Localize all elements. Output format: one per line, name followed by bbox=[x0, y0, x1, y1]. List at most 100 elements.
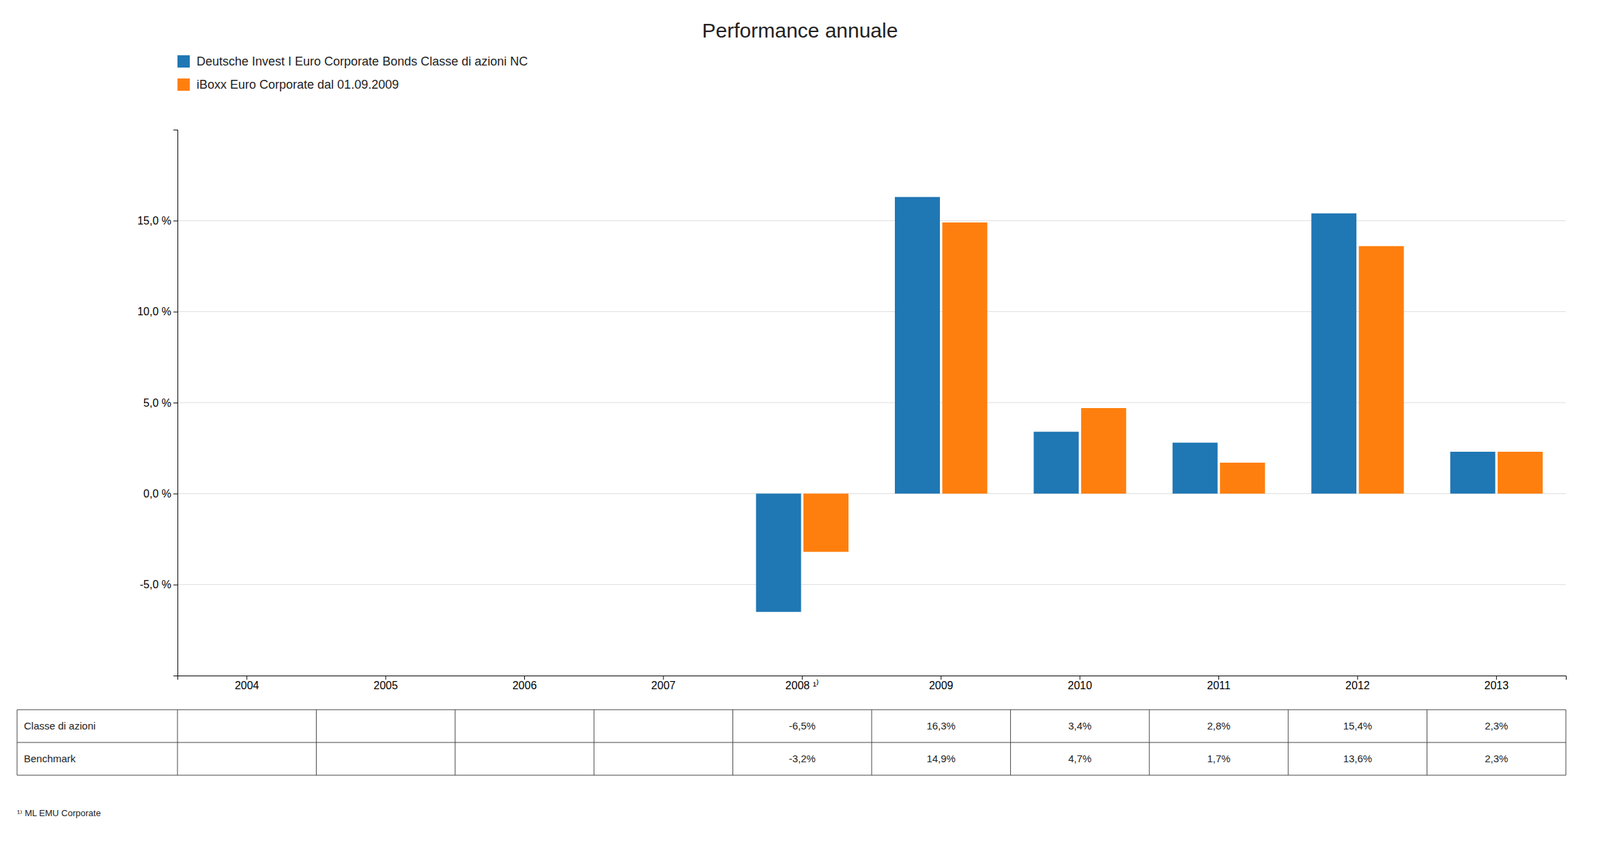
x-tick-label: 2009 bbox=[929, 679, 954, 692]
table-line bbox=[871, 709, 873, 776]
legend: Deutsche Invest I Euro Corporate Bonds C… bbox=[177, 54, 528, 92]
y-axis: -5,0 % 0,0 % 5,0 % 10,0 % 15,0 % bbox=[137, 130, 178, 677]
y-tick-mark bbox=[173, 493, 178, 495]
table-line bbox=[593, 709, 595, 776]
y-tick: -5,0 % bbox=[139, 578, 178, 591]
table-line bbox=[177, 709, 179, 776]
x-tick-label: 2010 bbox=[1067, 679, 1093, 692]
y-tick-label: -5,0 % bbox=[139, 578, 172, 591]
x-tick-mark bbox=[940, 675, 942, 680]
bar bbox=[894, 197, 940, 495]
legend-swatch bbox=[177, 78, 190, 91]
x-tick-label: 2013 bbox=[1484, 679, 1510, 692]
x-tick-label: 2004 bbox=[234, 679, 260, 692]
x-tick-mark bbox=[524, 675, 525, 680]
y-tick-mark bbox=[173, 402, 178, 404]
y-axis-line bbox=[173, 130, 179, 677]
plot: -5,0 % 0,0 % 5,0 % 10,0 % 15,0 % 2004 2005 2006… bbox=[17, 130, 1567, 777]
x-tick: 2008 ¹⁾ bbox=[785, 675, 820, 692]
x-tick-mark bbox=[1218, 675, 1220, 680]
x-tick: 2007 bbox=[651, 675, 676, 692]
table-cell: 2,3% bbox=[1484, 752, 1508, 765]
table-row-label: Classe di azioni bbox=[23, 720, 96, 732]
x-tick-label: 2012 bbox=[1345, 679, 1370, 692]
x-tick-label: 2007 bbox=[651, 679, 676, 692]
table-cell: 15,4% bbox=[1343, 720, 1373, 732]
x-tick: 2006 bbox=[512, 675, 538, 692]
y-tick-label: 0,0 % bbox=[143, 488, 172, 500]
table-cell: -3,2% bbox=[789, 752, 816, 765]
legend-item: iBoxx Euro Corporate dal 01.09.2009 bbox=[177, 77, 399, 92]
table-line bbox=[1426, 709, 1428, 776]
table-line bbox=[732, 709, 734, 776]
table-row-label: Benchmark bbox=[23, 752, 76, 765]
y-tick: 5,0 % bbox=[143, 397, 178, 409]
bar bbox=[941, 222, 988, 494]
table-cell: 16,3% bbox=[926, 720, 956, 732]
table-cell: -6,5% bbox=[789, 720, 816, 732]
grid bbox=[177, 220, 1566, 585]
x-tick: 2004 bbox=[234, 675, 260, 692]
legend-label: iBoxx Euro Corporate dal 01.09.2009 bbox=[196, 77, 399, 92]
x-tick-label: 2006 bbox=[512, 679, 538, 692]
table-line bbox=[17, 709, 1566, 711]
bar bbox=[1219, 462, 1265, 494]
x-tick-mark bbox=[1356, 675, 1358, 680]
legend-swatch bbox=[177, 55, 190, 68]
x-tick: 2012 bbox=[1345, 675, 1370, 692]
title: Performance annuale bbox=[702, 19, 899, 42]
table-cell: 2,8% bbox=[1206, 720, 1231, 732]
bar bbox=[1081, 408, 1127, 494]
x-tick-mark bbox=[1079, 675, 1081, 680]
table-line bbox=[316, 709, 317, 776]
x-tick: 2011 bbox=[1206, 675, 1231, 692]
series bbox=[803, 222, 1543, 553]
table-cell: 2,3% bbox=[1484, 720, 1508, 732]
legend-label: Deutsche Invest I Euro Corporate Bonds C… bbox=[196, 54, 528, 69]
bar bbox=[1359, 246, 1405, 495]
table-line bbox=[17, 775, 1566, 777]
grid-line bbox=[177, 584, 1566, 585]
x-tick-mark bbox=[1496, 675, 1497, 680]
x-tick-mark bbox=[662, 675, 664, 680]
table-line bbox=[1565, 709, 1567, 776]
x-axis-line bbox=[178, 676, 1567, 681]
y-tick: 10,0 % bbox=[137, 305, 178, 318]
table-line bbox=[1010, 709, 1011, 776]
y-tick-mark bbox=[173, 584, 178, 586]
y-tick: 0,0 % bbox=[143, 488, 178, 500]
bar bbox=[1497, 451, 1543, 494]
grid-line bbox=[177, 402, 1566, 404]
table-cell: 3,4% bbox=[1068, 720, 1092, 732]
bar bbox=[1311, 213, 1357, 495]
bar bbox=[1033, 432, 1079, 495]
x-tick-label: 2008 ¹⁾ bbox=[785, 679, 820, 692]
table-cell: 1,7% bbox=[1206, 752, 1231, 765]
y-tick-mark bbox=[173, 311, 178, 313]
chart: Performance annuale Deutsche Invest I Eur… bbox=[0, 0, 1600, 853]
y-tick: 15,0 % bbox=[137, 215, 178, 227]
bar bbox=[1450, 451, 1496, 494]
legend-item: Deutsche Invest I Euro Corporate Bonds C… bbox=[177, 54, 528, 69]
footnote: ¹⁾ ML EMU Corporate bbox=[17, 808, 102, 819]
bar bbox=[803, 493, 849, 552]
table-line bbox=[454, 709, 456, 776]
x-tick-mark bbox=[802, 675, 803, 680]
table-line bbox=[1288, 709, 1289, 776]
table-cell: 4,7% bbox=[1068, 752, 1092, 765]
x-tick: 2009 bbox=[929, 675, 954, 692]
x-tick-mark bbox=[385, 675, 387, 680]
series bbox=[756, 197, 1496, 613]
bars bbox=[756, 197, 1543, 613]
grid-line bbox=[177, 311, 1566, 312]
y-tick-label: 15,0 % bbox=[137, 215, 172, 227]
x-tick-label: 2011 bbox=[1206, 679, 1231, 692]
table-cell: 14,9% bbox=[926, 752, 956, 765]
x-tick-mark bbox=[246, 675, 248, 680]
bar bbox=[756, 493, 802, 612]
x-tick: 2005 bbox=[373, 675, 398, 692]
y-tick-mark bbox=[173, 220, 178, 222]
table-line bbox=[17, 709, 18, 776]
y-tick-label: 5,0 % bbox=[143, 397, 172, 409]
bar bbox=[1172, 443, 1218, 495]
